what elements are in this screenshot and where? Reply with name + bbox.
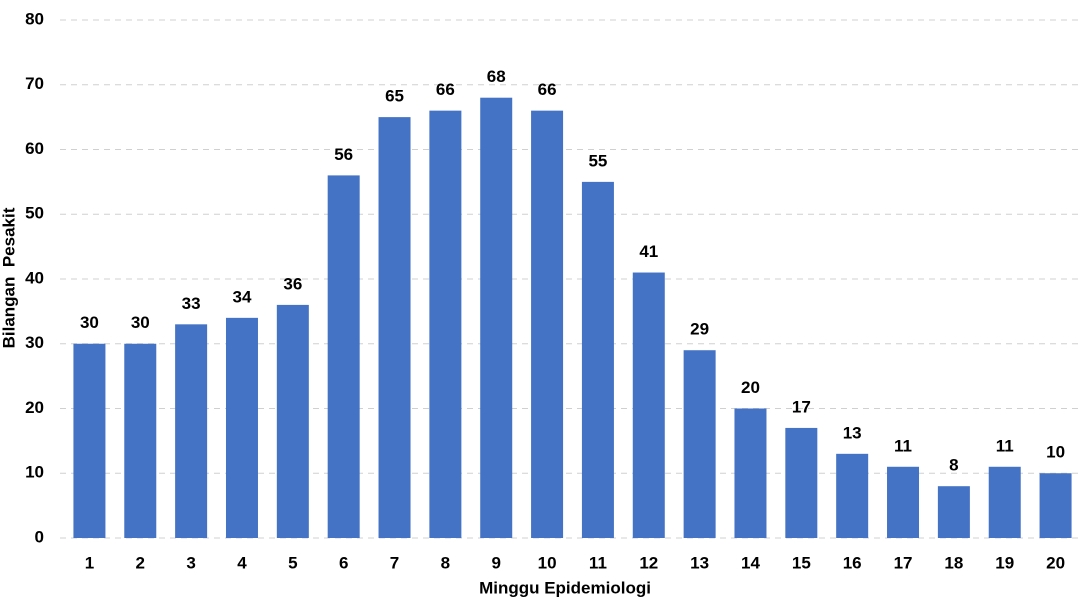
bar [480,97,513,538]
bar [73,343,106,538]
value-label: 34 [233,287,252,306]
bar [785,427,818,538]
value-label: 20 [741,378,760,397]
x-tick-label: 16 [843,553,862,572]
bar [225,317,258,538]
y-axis-label: Bilangan Pesakit [0,207,18,348]
value-label: 30 [131,313,150,332]
bar [378,117,411,538]
x-tick-label: 18 [944,553,963,572]
bar [683,350,716,538]
value-label: 55 [588,151,607,170]
x-tick-label: 19 [995,553,1014,572]
x-tick-label: 7 [390,553,399,572]
bar [276,304,309,538]
y-tick-label: 60 [25,139,44,158]
y-tick-label: 0 [35,527,44,546]
x-tick-label: 8 [441,553,450,572]
bar [937,486,970,538]
value-label: 13 [843,423,862,442]
y-tick-label: 20 [25,398,44,417]
bar [988,466,1021,538]
value-label: 10 [1046,443,1065,462]
value-label: 29 [690,320,709,339]
x-tick-label: 12 [639,553,658,572]
y-tick-label: 50 [25,204,44,223]
bar [734,408,767,538]
bar [836,453,869,538]
x-tick-label: 11 [589,553,607,572]
value-label: 8 [949,456,958,475]
bar [531,110,564,539]
value-label: 41 [639,242,658,261]
value-label: 66 [538,80,557,99]
y-tick-label: 70 [25,74,44,93]
x-tick-label: 14 [741,553,760,572]
value-label: 36 [283,274,302,293]
x-tick-label: 2 [136,553,145,572]
value-label: 17 [792,397,811,416]
value-label: 66 [436,80,455,99]
value-label: 65 [385,87,404,106]
y-tick-label: 80 [25,9,44,28]
x-tick-label: 13 [690,553,709,572]
bar [1039,473,1072,538]
y-tick-label: 30 [25,333,44,352]
bar [429,110,462,539]
value-label: 56 [334,145,353,164]
x-tick-label: 9 [491,553,500,572]
x-tick-label: 4 [237,553,247,572]
x-tick-label: 1 [85,553,94,572]
bar [175,324,208,538]
value-label: 11 [894,436,912,455]
bar [632,272,665,538]
value-label: 33 [182,294,201,313]
bar [124,343,157,538]
bar [581,181,614,538]
y-tick-label: 10 [25,463,44,482]
x-tick-label: 20 [1046,553,1065,572]
x-tick-label: 5 [288,553,297,572]
x-tick-label: 6 [339,553,348,572]
x-axis-label: Minggu Epidemiologi [479,578,651,597]
value-label: 11 [996,436,1014,455]
value-label: 68 [487,67,506,86]
y-tick-label: 40 [25,268,44,287]
bar [327,175,360,538]
value-label: 30 [80,313,99,332]
x-tick-label: 3 [186,553,195,572]
x-tick-label: 17 [894,553,913,572]
x-tick-label: 10 [538,553,557,572]
x-tick-label: 15 [792,553,811,572]
bar [887,466,920,538]
